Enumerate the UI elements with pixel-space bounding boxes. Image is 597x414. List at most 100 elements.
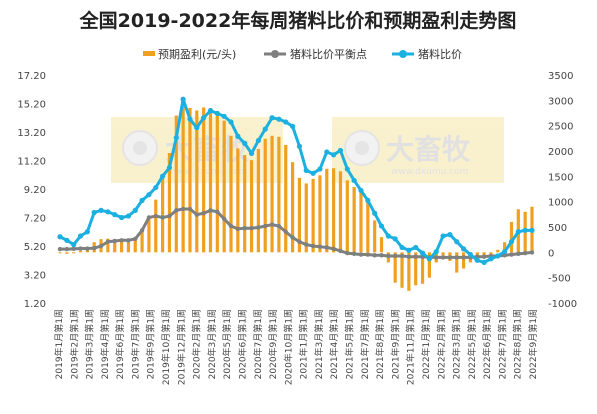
ratio-point [331, 152, 337, 158]
x-tick-label: 2020年6月第1周 [237, 309, 249, 379]
breakeven-point [386, 253, 391, 259]
profit-bar [373, 220, 377, 253]
legend-bar-swatch [143, 51, 155, 56]
legend-item-profit: 预期盈利(元/头) [158, 48, 236, 61]
breakeven-point [338, 248, 343, 254]
breakeven-point [119, 238, 124, 243]
legend: 预期盈利(元/头) 猪料比价平衡点 猪料比价 [143, 47, 462, 61]
ratio-point [214, 110, 220, 117]
breakeven-line [60, 207, 533, 259]
ratio-point [98, 207, 104, 213]
breakeven-point [269, 222, 275, 227]
ratio-line [59, 97, 532, 264]
ratio-point [132, 207, 138, 213]
line-series [57, 96, 535, 265]
breakeven-point [310, 243, 316, 249]
breakeven-point [180, 206, 186, 212]
breakeven-point [522, 250, 528, 256]
profit-bar [208, 107, 213, 253]
ratio-point [166, 165, 173, 171]
breakeven-point [434, 255, 439, 260]
ratio-point [91, 209, 97, 216]
x-tick-label: 2019年9月第1周 [145, 309, 157, 379]
breakeven-point [447, 255, 453, 260]
ratio-point [337, 147, 344, 154]
profit-bars [58, 101, 534, 291]
x-tick-label: 2022年9月第1周 [527, 309, 539, 379]
breakeven-point [98, 243, 104, 249]
ratio-point [460, 246, 467, 252]
breakeven-point [509, 252, 514, 257]
x-tick-label: 2020年10月第1周 [282, 309, 294, 385]
y-right-tick-label: 1000 [548, 198, 573, 209]
profit-bar [304, 183, 308, 253]
x-tick-label: 2022年6月第1周 [481, 309, 493, 379]
profit-bar [489, 252, 493, 255]
profit-bar [58, 252, 62, 254]
ratio-point [262, 126, 268, 132]
ratio-point [419, 250, 426, 256]
ratio-point [296, 143, 303, 149]
ratio-point [201, 115, 207, 121]
ratio-point [529, 227, 535, 233]
ratio-point [372, 210, 378, 216]
profit-bar [222, 120, 226, 253]
breakeven-point [71, 246, 76, 252]
ratio-point [180, 96, 186, 102]
ratio-point [84, 229, 90, 235]
y-right-tick-label: -1000 [548, 299, 577, 310]
breakeven-point [324, 245, 329, 250]
profit-bar [133, 237, 137, 253]
profit-bar [509, 221, 514, 253]
breakeven-point [454, 255, 459, 260]
breakeven-point [208, 208, 213, 213]
ratio-point [310, 170, 316, 176]
profit-bar [297, 177, 302, 253]
x-tick-label: 2022年1月第1周 [420, 309, 432, 379]
ratio-point [406, 247, 412, 253]
breakeven-point [187, 206, 193, 212]
x-tick-label: 2020年9月第1周 [267, 309, 279, 379]
ratio-point [413, 244, 419, 251]
ratio-point [221, 113, 227, 119]
legend-ratio-marker [399, 50, 407, 58]
y-right-tick-label: 0 [548, 248, 554, 259]
breakeven-point [440, 255, 446, 260]
ratio-point [153, 184, 159, 191]
profit-bar [455, 252, 459, 273]
legend-breakeven-marker [271, 50, 279, 58]
breakeven-point [317, 244, 323, 249]
profit-bar [243, 155, 247, 253]
ratio-point [317, 166, 323, 172]
legend-item-ratio: 猪料比价 [418, 47, 462, 61]
breakeven-point [304, 242, 309, 247]
breakeven-point [78, 246, 83, 251]
profit-bar [345, 180, 349, 253]
y-left-tick-label: 5.20 [24, 242, 46, 253]
breakeven-point [105, 239, 111, 244]
breakeven-point [256, 225, 261, 230]
ratio-point [447, 232, 453, 238]
ratio-point [515, 229, 521, 235]
profit-bar [249, 160, 254, 253]
profit-bar [126, 241, 131, 253]
ratio-point [194, 125, 200, 131]
x-tick-label: 2020年2月第1周 [191, 309, 203, 379]
y-right-tick-label: 2500 [548, 122, 573, 133]
y-right-tick-label: 500 [548, 223, 567, 234]
x-tick-label: 2022年2月第1周 [435, 309, 447, 379]
ratio-point [399, 244, 405, 251]
x-tick-label: 2019年1月第1周 [53, 309, 65, 379]
profit-bar [325, 168, 329, 253]
breakeven-point [263, 223, 268, 229]
profit-bar [414, 252, 418, 286]
x-tick-label: 2022年3月第1周 [451, 309, 463, 379]
profit-bar [338, 171, 343, 253]
profit-bar [147, 216, 151, 253]
breakeven-point [221, 216, 227, 222]
profit-bar [400, 252, 404, 288]
breakeven-point [126, 238, 131, 243]
y-left-tick-label: 7.20 [24, 214, 46, 225]
ratio-point [440, 233, 446, 239]
ratio-point [276, 116, 282, 122]
